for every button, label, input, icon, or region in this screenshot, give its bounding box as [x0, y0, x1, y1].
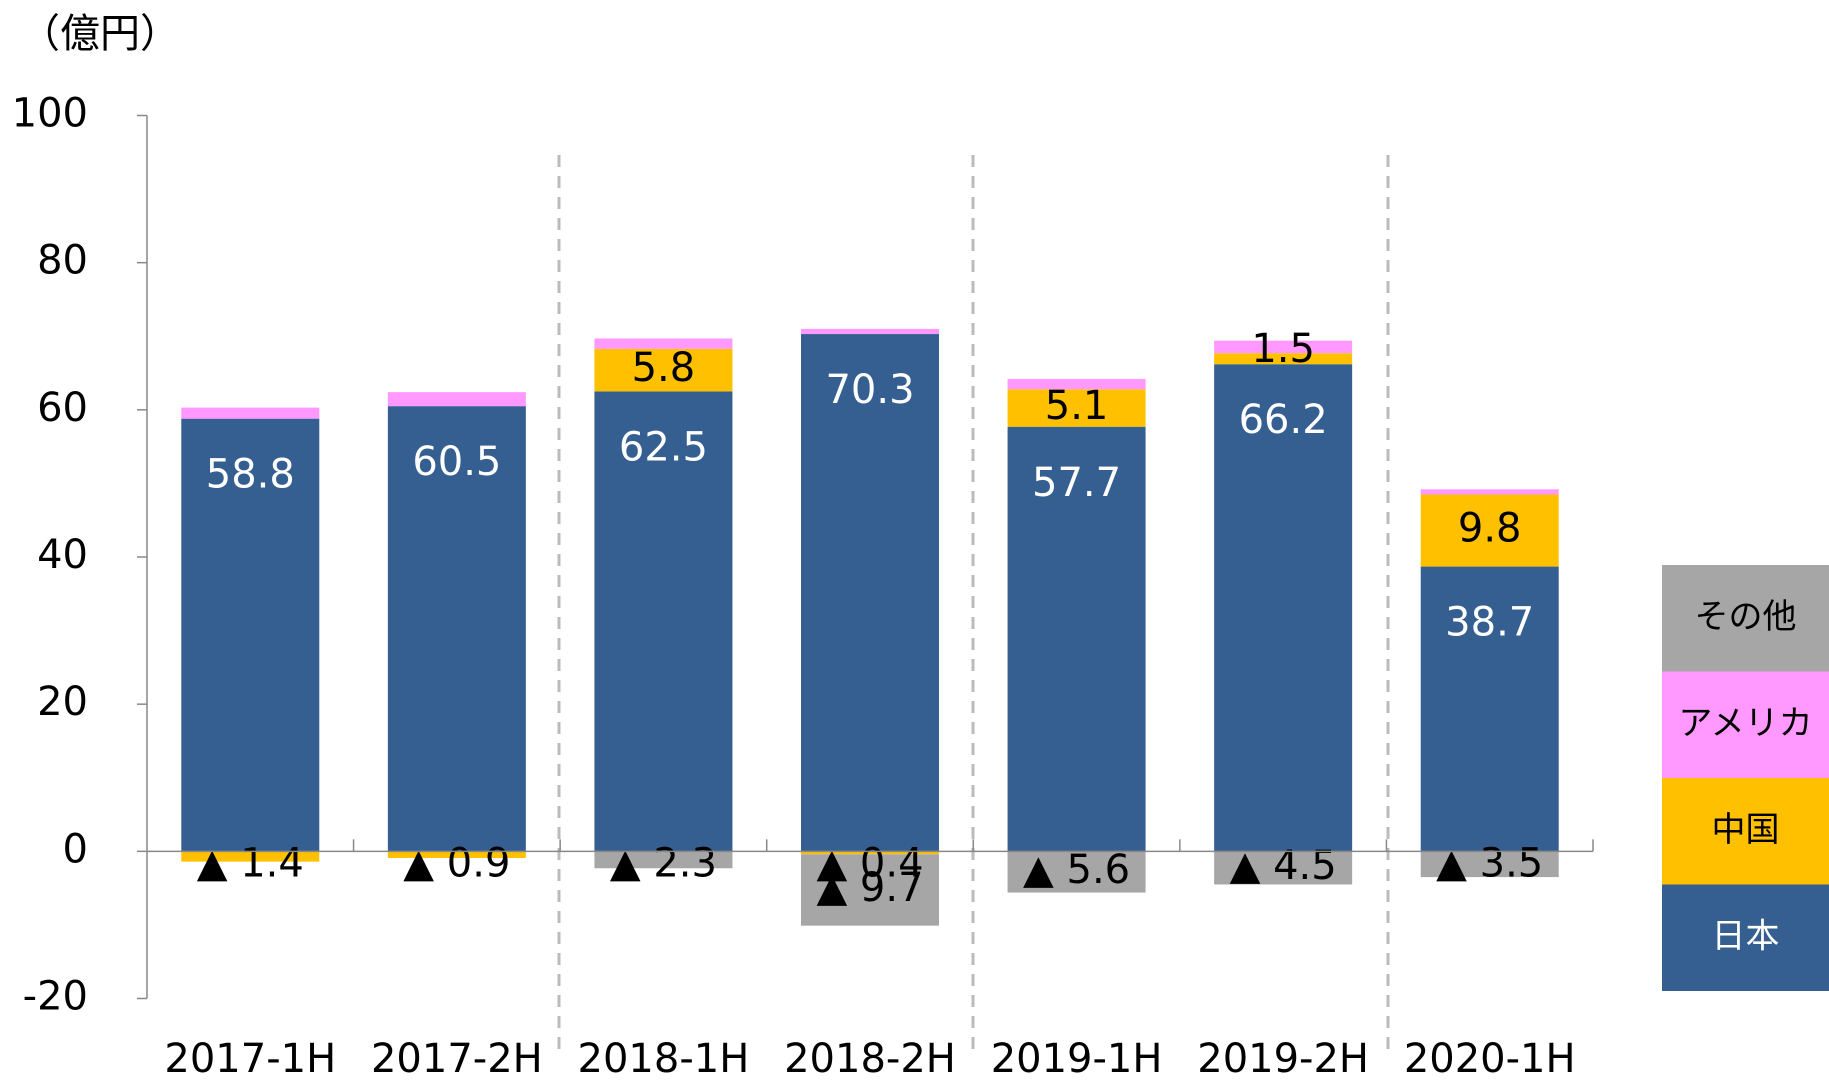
data-label: 70.3: [825, 367, 914, 413]
x-tick-label: 2017-2H: [371, 1036, 543, 1080]
x-tick-label: 2018-2H: [784, 1036, 956, 1080]
bar-segment: [1214, 353, 1353, 365]
data-label: 5.8: [632, 345, 696, 391]
y-tick-label: 40: [37, 532, 88, 578]
bar-segment: [1007, 378, 1146, 390]
bar-segment: [1007, 851, 1146, 893]
x-tick-label: 2020-1H: [1404, 1036, 1576, 1080]
data-label: 1.5: [1251, 326, 1315, 372]
y-tick-label: 100: [12, 91, 88, 137]
data-label: 9.8: [1458, 506, 1522, 552]
legend-swatch: [1662, 671, 1829, 778]
bar-segment: [181, 418, 320, 852]
bar-segment: [1007, 426, 1146, 852]
data-label: 58.8: [206, 452, 295, 498]
data-label: ▲ 2.3: [610, 840, 717, 886]
data-label: 5.1: [1045, 383, 1109, 429]
y-tick-label: 0: [63, 826, 88, 872]
bar-segment: [594, 851, 733, 869]
legend-label: その他: [1695, 597, 1797, 637]
legend-label: 日本: [1712, 916, 1780, 956]
y-axis-label: （億円）: [20, 11, 180, 57]
bar-segment: [1214, 340, 1353, 354]
y-tick-label: -20: [23, 974, 88, 1020]
legend-swatch: [1662, 778, 1829, 885]
bar-segment: [1007, 389, 1146, 427]
y-tick-label: 20: [37, 679, 88, 725]
data-label: 38.7: [1445, 600, 1534, 646]
bar-segment: [801, 854, 939, 926]
bar-segment: [801, 328, 939, 335]
x-tick-label: 2019-1H: [991, 1036, 1163, 1080]
bar-segment: [801, 334, 939, 852]
data-label: ▲ 4.5: [1230, 843, 1337, 889]
data-label: 62.5: [619, 424, 708, 470]
x-tick-label: 2018-1H: [578, 1036, 750, 1080]
bar-segment: [387, 851, 526, 858]
y-tick-label: 60: [37, 385, 88, 431]
data-label: 57.7: [1032, 460, 1121, 506]
data-label: ▲ 5.6: [1023, 847, 1130, 893]
bar-segment: [387, 392, 526, 407]
bar-segment: [594, 348, 733, 392]
legend-swatch: [1662, 884, 1829, 991]
bar-segment: [181, 407, 320, 419]
bar-segment: [181, 851, 320, 862]
data-label: ▲ 9.7: [816, 865, 923, 911]
data-label: 66.2: [1239, 397, 1328, 443]
y-tick-label: 80: [37, 238, 88, 284]
data-label: ▲ 0.4: [816, 840, 923, 886]
data-label: 60.5: [412, 439, 501, 485]
legend-label: アメリカ: [1678, 703, 1812, 743]
bar-segment: [1420, 489, 1559, 495]
bar-segment: [387, 406, 526, 852]
legend-label: 中国: [1712, 810, 1780, 850]
bar-segment: [1214, 851, 1353, 885]
bar-segment: [1420, 494, 1559, 567]
x-tick-label: 2017-1H: [164, 1036, 336, 1080]
x-tick-label: 2019-2H: [1197, 1036, 1369, 1080]
bar-segment: [801, 851, 939, 855]
bar-segment: [1420, 566, 1559, 852]
bar-segment: [1420, 851, 1559, 878]
bar-segment: [594, 338, 733, 349]
bar-segment: [594, 391, 733, 852]
bar-segment: [1214, 364, 1353, 852]
data-label: ▲ 0.9: [403, 840, 510, 886]
legend-swatch: [1662, 565, 1829, 672]
data-label: ▲ 1.4: [197, 840, 304, 886]
data-label: ▲ 3.5: [1436, 840, 1543, 886]
